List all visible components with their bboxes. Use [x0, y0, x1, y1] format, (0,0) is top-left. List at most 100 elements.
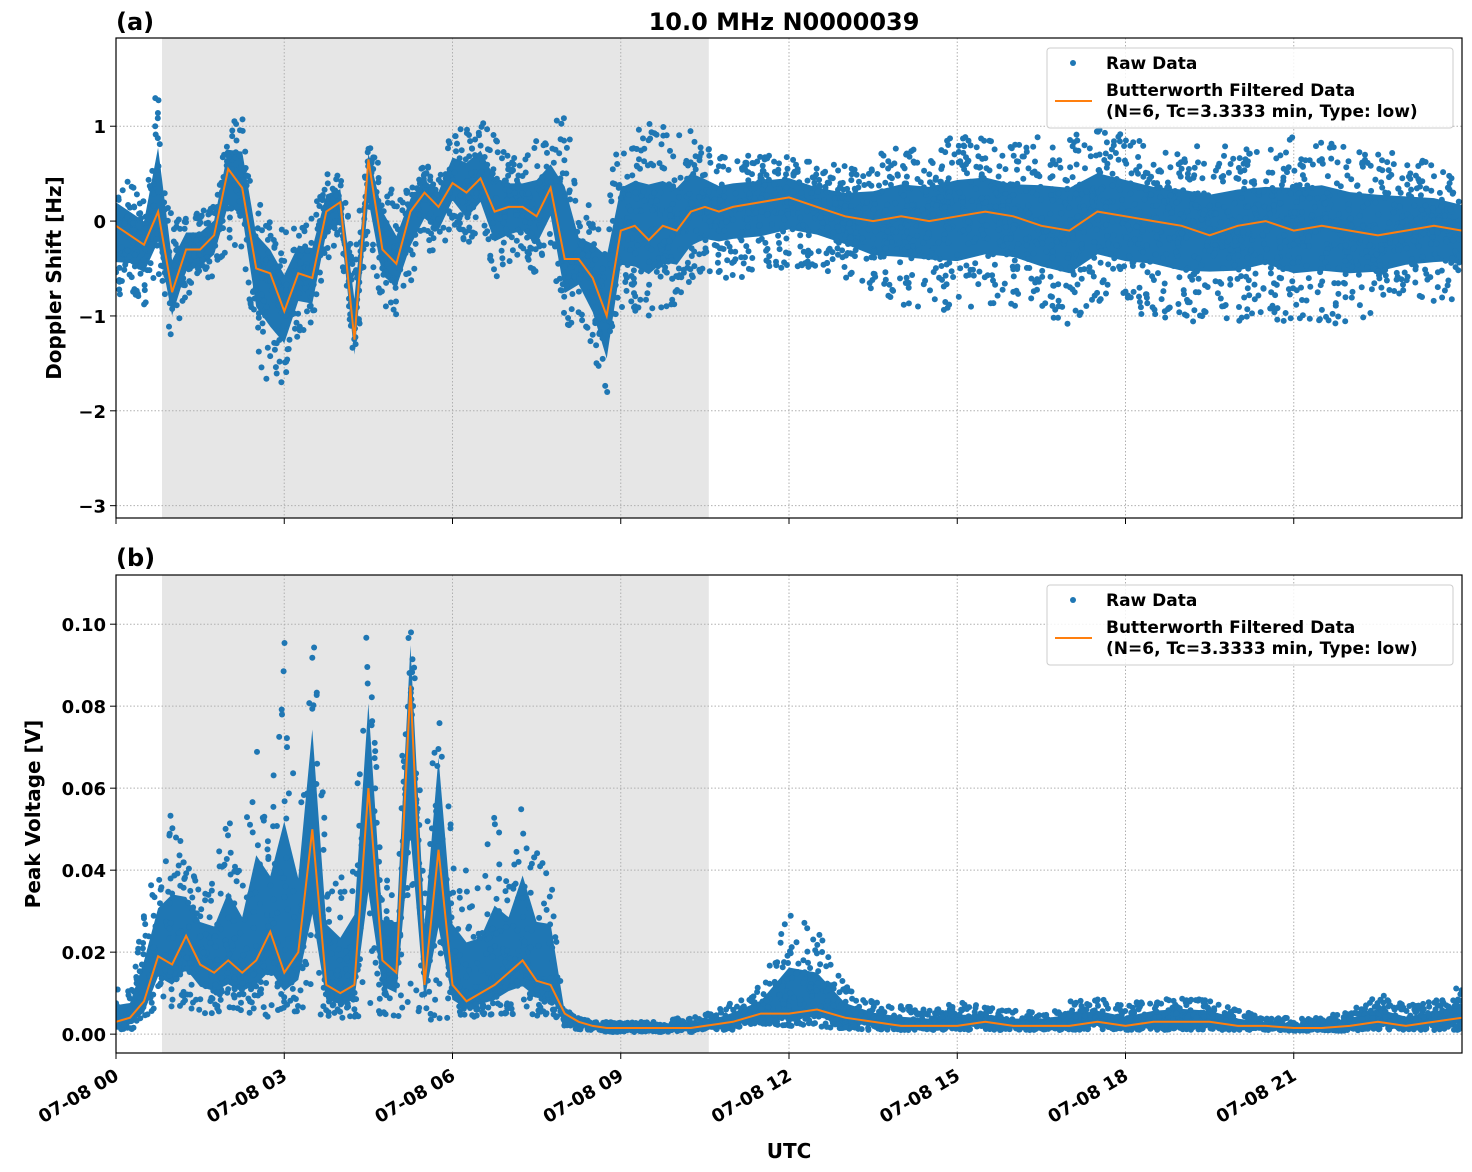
- raw-point: [1285, 164, 1292, 171]
- raw-point: [718, 181, 725, 188]
- raw-point: [960, 142, 967, 149]
- raw-point: [1241, 167, 1248, 174]
- raw-point: [393, 311, 400, 318]
- raw-point: [1019, 223, 1025, 230]
- raw-point: [1109, 218, 1116, 225]
- raw-point: [942, 272, 949, 279]
- raw-point: [387, 190, 394, 197]
- raw-point: [1066, 205, 1073, 211]
- raw-point: [1376, 275, 1383, 282]
- raw-point: [1072, 147, 1079, 154]
- raw-point: [564, 321, 571, 328]
- raw-point: [1335, 280, 1342, 287]
- raw-point: [229, 127, 236, 134]
- raw-point: [896, 239, 903, 246]
- raw-point: [757, 153, 764, 160]
- raw-point: [1178, 230, 1185, 237]
- raw-point: [697, 268, 704, 275]
- raw-point: [380, 973, 387, 980]
- raw-point: [223, 143, 230, 150]
- raw-point: [1439, 198, 1446, 205]
- raw-point: [528, 245, 535, 252]
- raw-point: [930, 211, 936, 218]
- raw-point: [1136, 299, 1143, 305]
- raw-point: [202, 983, 209, 990]
- raw-point: [191, 253, 198, 260]
- raw-point: [255, 348, 262, 355]
- raw-point: [508, 168, 515, 175]
- raw-point: [592, 271, 599, 278]
- raw-point: [948, 268, 955, 275]
- raw-point: [192, 877, 199, 884]
- raw-point: [1410, 237, 1417, 244]
- raw-point: [963, 154, 969, 161]
- raw-point: [632, 189, 639, 196]
- raw-point: [242, 148, 249, 155]
- raw-point: [1322, 259, 1329, 266]
- raw-point: [214, 989, 221, 996]
- raw-point: [1283, 149, 1289, 156]
- raw-point: [1186, 299, 1193, 306]
- raw-point: [804, 177, 811, 184]
- raw-point: [513, 212, 520, 219]
- raw-point: [1127, 142, 1134, 149]
- raw-point: [659, 206, 665, 213]
- raw-point: [954, 251, 961, 258]
- raw-point: [1091, 239, 1098, 245]
- raw-point: [687, 128, 694, 135]
- raw-point: [1276, 263, 1283, 270]
- raw-point: [212, 981, 219, 988]
- raw-point: [1049, 302, 1056, 309]
- raw-point: [732, 190, 739, 197]
- raw-point: [140, 198, 147, 205]
- raw-point: [1083, 303, 1090, 309]
- raw-point: [286, 272, 293, 279]
- raw-point: [1345, 158, 1352, 165]
- raw-point: [1244, 229, 1251, 236]
- raw-point: [724, 240, 731, 247]
- raw-point: [1023, 242, 1030, 249]
- raw-point: [337, 980, 344, 987]
- raw-point: [400, 282, 407, 289]
- raw-point: [460, 236, 467, 243]
- raw-point: [991, 146, 998, 153]
- raw-point: [712, 223, 719, 230]
- raw-point: [941, 236, 947, 243]
- raw-point: [348, 979, 355, 986]
- raw-point: [270, 823, 277, 830]
- raw-point: [614, 161, 621, 167]
- raw-point: [1444, 184, 1451, 191]
- raw-point: [1261, 240, 1267, 247]
- raw-point: [305, 798, 312, 805]
- raw-point: [336, 957, 343, 964]
- raw-point: [1131, 201, 1138, 208]
- raw-point: [422, 170, 429, 177]
- raw-point: [180, 999, 187, 1006]
- raw-point: [304, 790, 311, 797]
- raw-point: [1392, 238, 1399, 245]
- raw-point: [832, 200, 839, 207]
- raw-point: [130, 226, 137, 233]
- raw-point: [604, 389, 611, 395]
- raw-point: [763, 192, 770, 199]
- raw-point: [1378, 284, 1385, 291]
- raw-point: [185, 899, 192, 906]
- raw-point: [762, 239, 769, 246]
- raw-point: [126, 1006, 133, 1013]
- raw-point: [1455, 217, 1462, 224]
- raw-point: [372, 959, 379, 966]
- raw-point: [167, 210, 174, 217]
- raw-point: [488, 257, 495, 264]
- raw-point: [744, 223, 751, 230]
- raw-point: [1408, 186, 1415, 193]
- raw-point: [1418, 207, 1425, 213]
- raw-point: [1287, 315, 1294, 322]
- raw-point: [967, 142, 974, 149]
- raw-point: [1024, 251, 1031, 258]
- raw-point: [1047, 210, 1054, 217]
- raw-point: [839, 194, 846, 201]
- raw-point: [258, 291, 265, 298]
- raw-point: [1034, 241, 1041, 248]
- raw-point: [1140, 173, 1147, 180]
- raw-point: [625, 192, 632, 198]
